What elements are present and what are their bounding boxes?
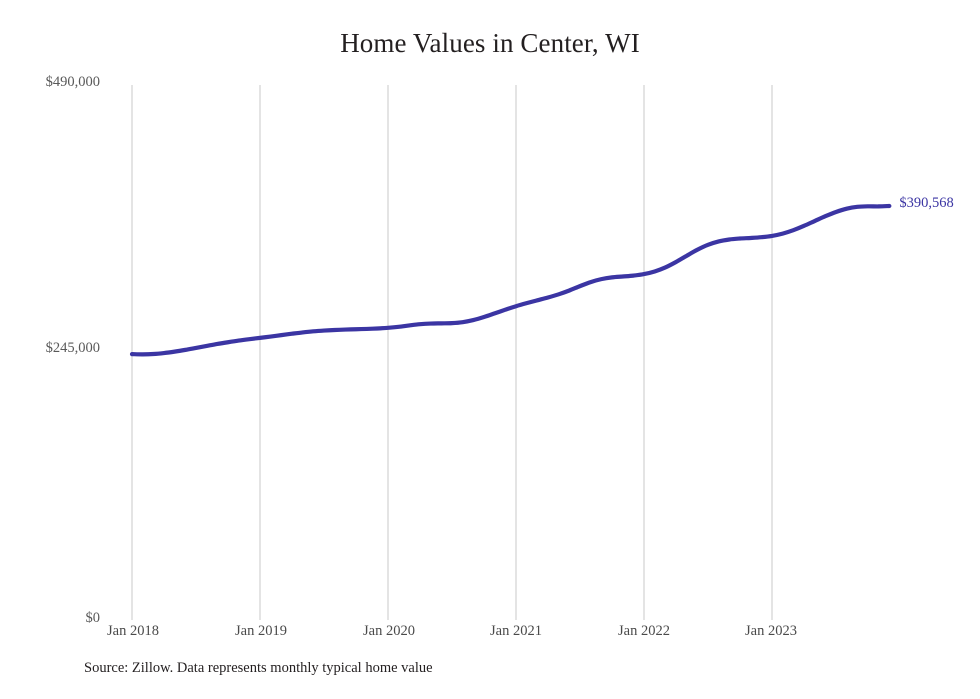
data-series-line xyxy=(129,203,892,357)
x-axis-tick-label-jan-2019: Jan 2019 xyxy=(235,623,287,639)
gridlines xyxy=(131,85,773,620)
y-axis-tick-label-top: $490,000 xyxy=(45,74,100,90)
x-axis-tick-label-jan-2018: Jan 2018 xyxy=(107,623,159,639)
endpoint-value-label: $390,568 xyxy=(899,194,954,211)
y-axis-tick-label-bottom: $0 xyxy=(85,610,101,626)
x-axis-tick-label-jan-2020: Jan 2020 xyxy=(363,623,415,639)
x-axis-tick-label-jan-2021: Jan 2021 xyxy=(490,623,542,639)
chart-title: Home Values in Center, WI xyxy=(340,28,640,58)
y-axis-tick-label-middle: $245,000 xyxy=(45,340,100,356)
x-axis-tick-label-jan-2022: Jan 2022 xyxy=(618,623,670,639)
x-axis-tick-label-jan-2023: Jan 2023 xyxy=(745,623,797,639)
source-note: Source: Zillow. Data represents monthly … xyxy=(84,660,433,676)
